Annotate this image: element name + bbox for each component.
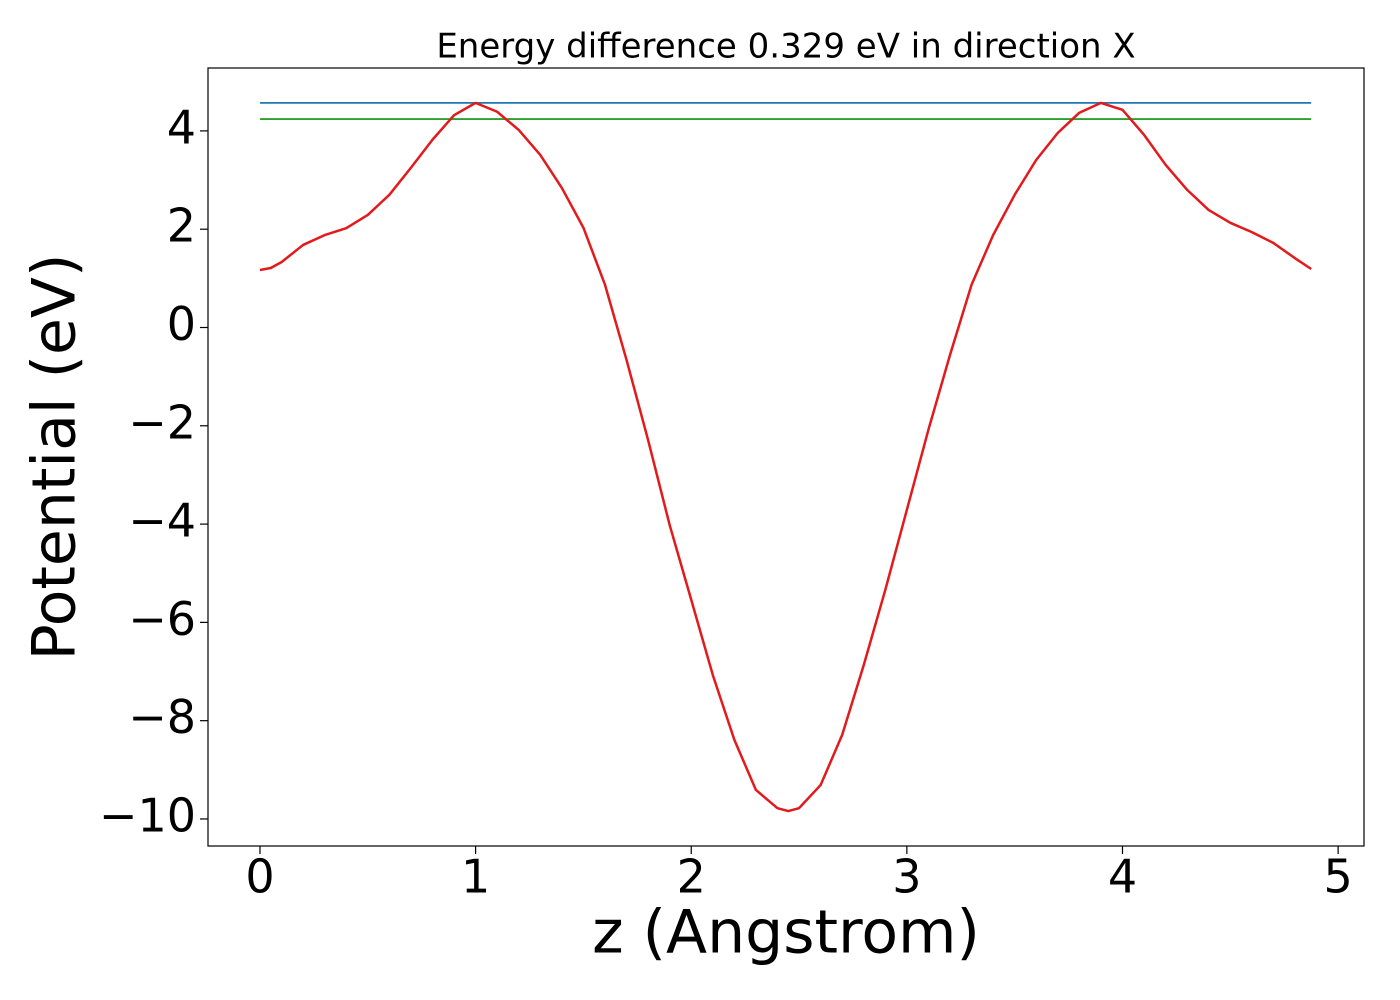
y-tick-label: −6 xyxy=(128,592,196,646)
x-tick-label: 0 xyxy=(245,850,274,904)
y-tick-label: 0 xyxy=(167,297,196,351)
x-tick-label: 4 xyxy=(1108,850,1137,904)
y-tick-label: 4 xyxy=(167,100,196,154)
y-tick-label: −8 xyxy=(128,690,196,744)
y-tick-label: 2 xyxy=(167,199,196,253)
y-tick-label: −2 xyxy=(128,395,196,449)
x-tick-label: 2 xyxy=(677,850,706,904)
x-tick-label: 5 xyxy=(1323,850,1352,904)
x-tick-label: 1 xyxy=(461,850,490,904)
y-tick-label: −4 xyxy=(128,494,196,548)
line xyxy=(259,101,1312,813)
x-tick-label: 3 xyxy=(892,850,921,904)
x-axis-label: z (Angstrom) xyxy=(592,898,980,968)
y-axis-label: Potential (eV) xyxy=(20,254,90,661)
y-tick-label: −10 xyxy=(99,788,196,842)
plot-frame xyxy=(207,67,1365,847)
chart-title: Energy difference 0.329 eV in direction … xyxy=(436,27,1135,67)
